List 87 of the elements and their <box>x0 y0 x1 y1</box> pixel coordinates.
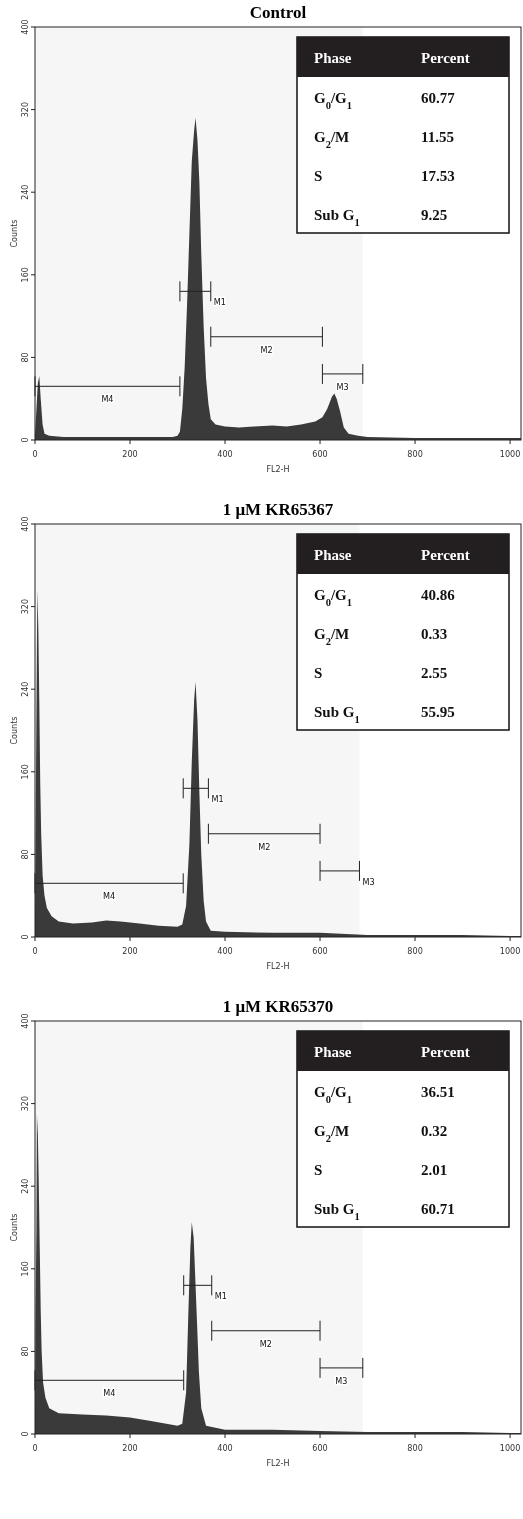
annotation: 55.95 <box>421 704 455 720</box>
x-tick-label: 1000 <box>499 1443 521 1453</box>
annotation: Sub G$_{1}$ <box>314 207 360 228</box>
x-tick-label: 600 <box>312 1443 328 1453</box>
x-tick-label: 200 <box>122 449 138 459</box>
annotation: Sub G$_{1}$ <box>314 704 360 725</box>
x-tick-label: 1000 <box>499 946 521 956</box>
x-tick-label: 200 <box>122 946 138 956</box>
chart-title: 1 μM KR65370 <box>222 997 334 1016</box>
annotation: Phase <box>314 50 352 66</box>
y-tick-label: 400 <box>21 1013 30 1029</box>
y-tick-label: 0 <box>21 1431 30 1437</box>
x-tick-label: 200 <box>122 1443 138 1453</box>
annotation: 0.32 <box>421 1123 448 1139</box>
y-axis-title: Counts <box>10 716 19 745</box>
x-axis-title: FL2-H <box>266 1459 290 1468</box>
annotation: 17.53 <box>421 168 455 184</box>
band-label: M4 <box>101 394 114 405</box>
annotation: 36.51 <box>421 1084 455 1100</box>
annotation: 0.33 <box>421 626 448 642</box>
y-tick-label: 80 <box>21 849 30 860</box>
annotation: Sub G$_{1}$ <box>314 1201 360 1222</box>
y-tick-label: 400 <box>21 516 30 532</box>
annotation: Phase <box>314 1044 352 1060</box>
annotation: G$_{2}$/M <box>314 129 350 150</box>
x-tick-label: 1000 <box>499 449 521 459</box>
x-axis-title: FL2-H <box>266 465 290 474</box>
y-tick-label: 0 <box>21 437 30 443</box>
y-tick-label: 320 <box>21 101 30 118</box>
y-tick-label: 320 <box>21 598 30 615</box>
x-tick-label: 400 <box>217 449 233 459</box>
chart-title: Control <box>249 3 307 22</box>
band-label: M2 <box>259 1338 272 1349</box>
annotation: Percent <box>421 50 470 66</box>
x-axis-title: FL2-H <box>266 962 290 971</box>
annotation: 9.25 <box>421 207 448 223</box>
annotation: S <box>314 1162 323 1178</box>
y-tick-label: 240 <box>21 1178 30 1194</box>
x-tick-label: 800 <box>407 1443 423 1453</box>
y-tick-label: 160 <box>21 267 30 283</box>
x-tick-label: 600 <box>312 449 328 459</box>
band-label: M3 <box>335 1375 348 1386</box>
band-label: M1 <box>211 794 224 805</box>
annotation: 2.55 <box>421 665 448 681</box>
annotation: 60.77 <box>421 90 456 106</box>
x-tick-label: 400 <box>217 1443 233 1453</box>
y-tick-label: 160 <box>21 764 30 780</box>
y-axis-title: Counts <box>10 1213 19 1242</box>
y-tick-label: 80 <box>21 352 30 363</box>
y-tick-label: 0 <box>21 934 30 940</box>
annotation: 11.55 <box>421 129 454 145</box>
x-tick-label: 800 <box>407 449 423 459</box>
annotation: Percent <box>421 547 470 563</box>
band-label: M4 <box>103 891 116 902</box>
y-tick-label: 320 <box>21 1095 30 1112</box>
x-tick-label: 0 <box>32 449 38 459</box>
band-label: M1 <box>213 297 226 308</box>
y-tick-label: 80 <box>21 1346 30 1357</box>
band-label: M2 <box>260 344 273 355</box>
annotation: G$_{0}$/G$_{1}$ <box>314 1084 353 1105</box>
annotation: G$_{2}$/M <box>314 626 350 647</box>
x-tick-label: 400 <box>217 946 233 956</box>
annotation: G$_{0}$/G$_{1}$ <box>314 587 353 608</box>
y-tick-label: 400 <box>21 19 30 35</box>
y-tick-label: 160 <box>21 1261 30 1277</box>
band-label: M4 <box>103 1388 116 1399</box>
x-tick-label: 0 <box>32 1443 38 1453</box>
y-tick-label: 240 <box>21 184 30 200</box>
annotation: 60.71 <box>421 1201 455 1217</box>
annotation: S <box>314 665 323 681</box>
annotation: 40.86 <box>421 587 456 603</box>
annotation: Percent <box>421 1044 470 1060</box>
band-label: M3 <box>336 381 349 392</box>
x-tick-label: 600 <box>312 946 328 956</box>
annotation: G$_{0}$/G$_{1}$ <box>314 90 353 111</box>
annotation: G$_{2}$/M <box>314 1123 350 1144</box>
y-axis-title: Counts <box>10 219 19 248</box>
y-tick-label: 240 <box>21 681 30 697</box>
chart-title: 1 μM KR65367 <box>222 500 334 519</box>
x-tick-label: 800 <box>407 946 423 956</box>
band-label: M1 <box>214 1291 227 1302</box>
x-tick-label: 0 <box>32 946 38 956</box>
annotation: Phase <box>314 547 352 563</box>
annotation: 2.01 <box>421 1162 448 1178</box>
annotation: S <box>314 168 323 184</box>
band-label: M3 <box>362 876 375 887</box>
band-label: M2 <box>258 841 271 852</box>
